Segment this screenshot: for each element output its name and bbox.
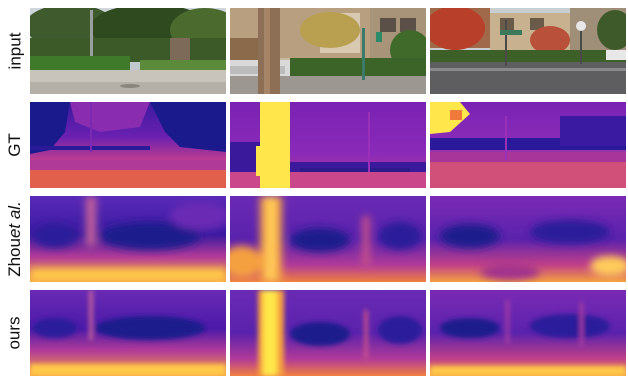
input-photo-col1 <box>30 8 226 94</box>
input-photo-col3 <box>430 8 626 94</box>
row-label-zhou-text: Zhou et al. <box>5 201 25 277</box>
row-label-input: input <box>0 8 30 94</box>
zhou-depth-col2 <box>230 196 426 282</box>
row-label-zhou-prefix: Zhou <box>5 238 25 277</box>
row-label-input-text: input <box>5 32 24 70</box>
row-label-gt-text: GT <box>4 133 24 157</box>
gt-depth-col1 <box>30 102 226 188</box>
ours-depth-col1 <box>30 290 226 376</box>
gt-depth-col2 <box>230 102 426 188</box>
ours-depth-col3 <box>430 290 626 376</box>
row-label-gt: GT <box>0 102 30 188</box>
row-label-zhou-etal: et al. <box>5 201 25 239</box>
row-label-ours: ours <box>0 290 30 376</box>
gt-depth-col3 <box>430 102 626 188</box>
input-photo-col2 <box>230 8 426 94</box>
ours-depth-col2 <box>230 290 426 376</box>
row-label-zhou: Zhou et al. <box>0 196 30 282</box>
row-label-ours-text: ours <box>5 316 25 350</box>
zhou-depth-col3 <box>430 196 626 282</box>
zhou-depth-col1 <box>30 196 226 282</box>
